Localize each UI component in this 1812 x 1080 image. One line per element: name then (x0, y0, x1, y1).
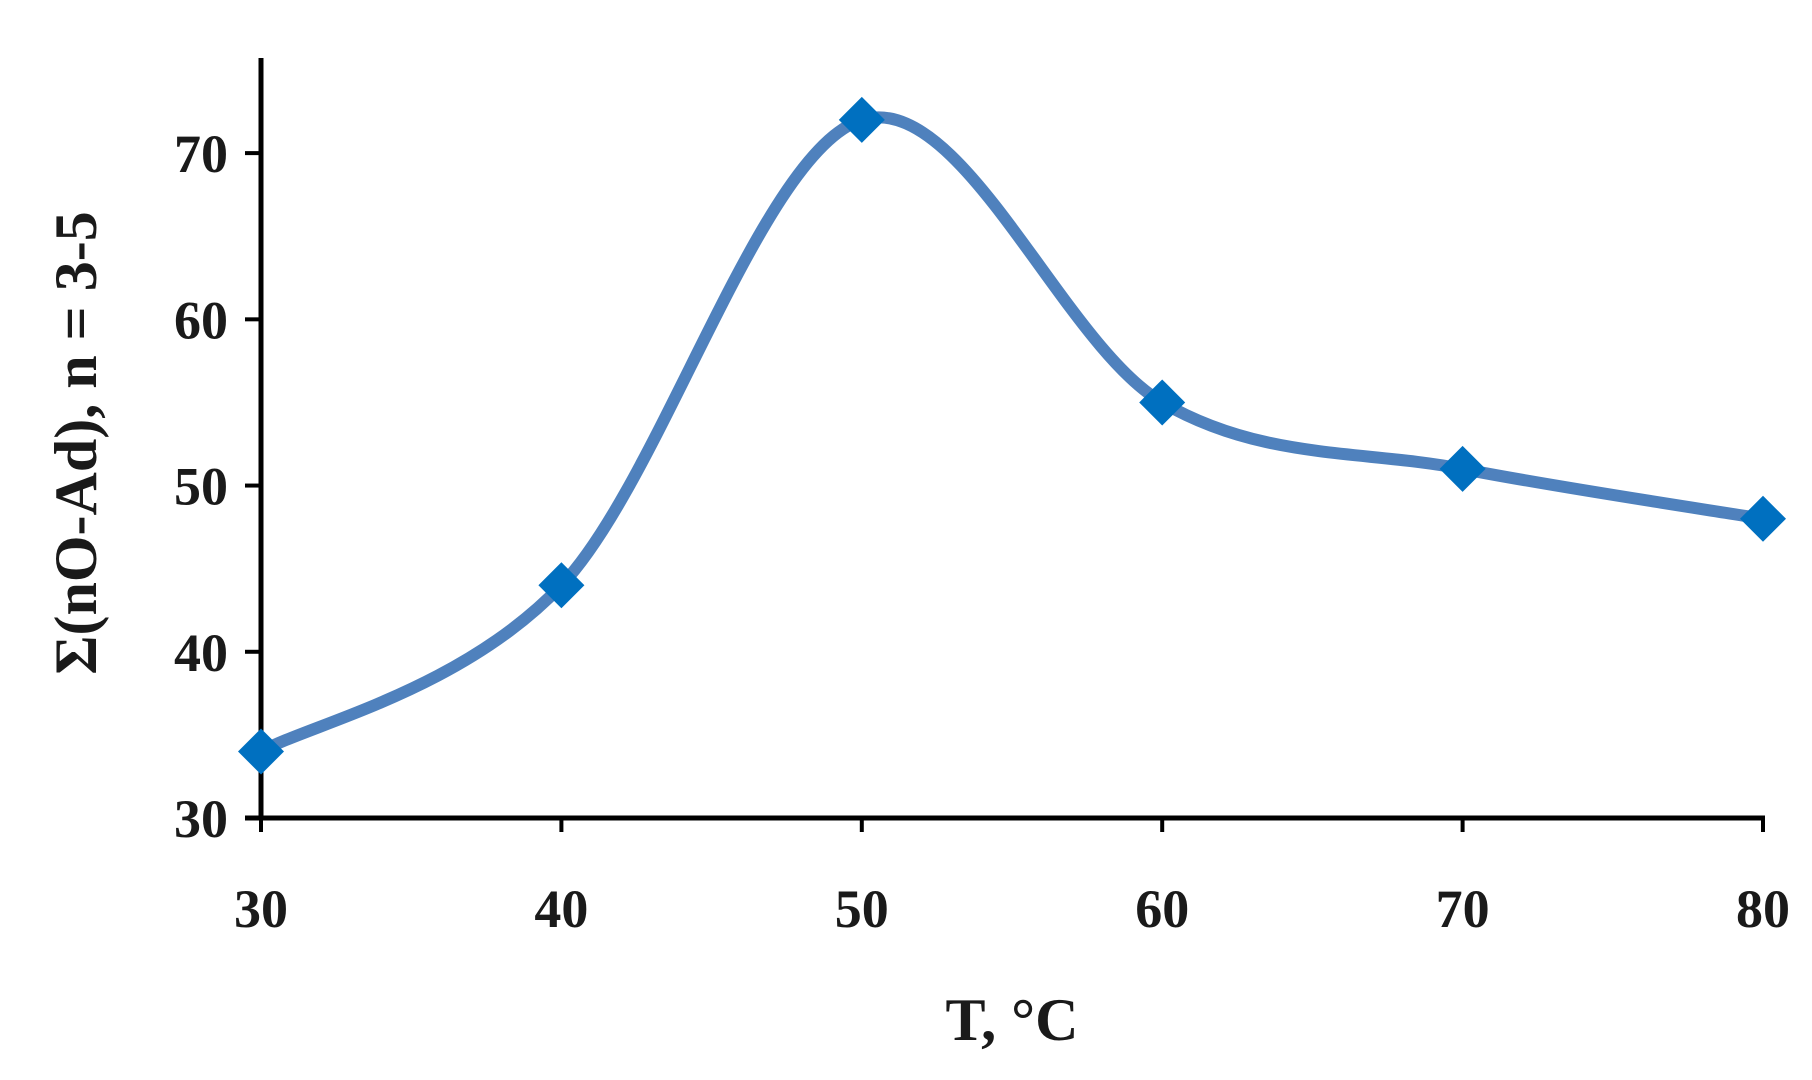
data-point-marker (1439, 445, 1486, 492)
x-axis-ticks: 30 40 50 60 70 80 (234, 818, 1790, 939)
x-tick-label: 60 (1135, 879, 1189, 939)
y-tick-label: 60 (174, 290, 228, 350)
y-axis-ticks: 30 40 50 60 70 (174, 124, 261, 849)
y-tick-label: 40 (174, 623, 228, 683)
data-point-marker (1139, 379, 1186, 426)
data-point-marker (238, 728, 284, 775)
x-axis-title: T, °C (946, 987, 1079, 1053)
data-markers (238, 96, 1786, 775)
y-tick-label: 30 (174, 789, 228, 849)
x-tick-label: 80 (1736, 879, 1790, 939)
data-point-marker (538, 562, 585, 609)
y-tick-label: 70 (174, 124, 228, 184)
axes (245, 58, 1765, 821)
y-axis-title: Σ(nO-Ad), n = 3-5 (43, 211, 109, 674)
x-tick-label: 30 (234, 879, 288, 939)
x-tick-label: 50 (835, 879, 889, 939)
data-point-marker (1740, 495, 1786, 542)
x-tick-label: 40 (534, 879, 588, 939)
y-tick-label: 50 (174, 457, 228, 517)
data-point-marker (838, 96, 885, 143)
x-tick-label: 70 (1436, 879, 1490, 939)
series-line (255, 111, 1769, 758)
